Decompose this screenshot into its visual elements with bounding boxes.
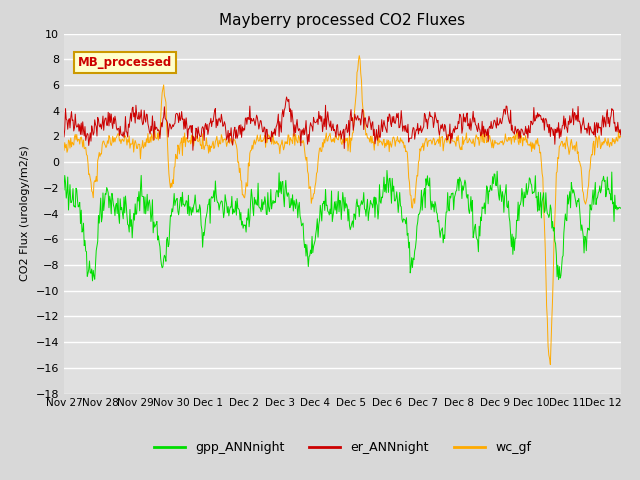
er_ANNnight (234, 132, 242, 138)
wc_gf (355, 53, 363, 59)
gpp_ANNnight (60, 187, 68, 192)
gpp_ANNnight (88, 278, 96, 284)
er_ANNnight (445, 132, 452, 138)
wc_gf (547, 361, 554, 367)
er_ANNnight (127, 119, 135, 124)
gpp_ANNnight (129, 235, 136, 241)
wc_gf (127, 141, 135, 147)
gpp_ANNnight (284, 190, 292, 195)
wc_gf (635, 143, 640, 149)
gpp_ANNnight (635, 179, 640, 185)
gpp_ANNnight (445, 205, 452, 211)
wc_gf (444, 132, 451, 137)
Title: Mayberry processed CO2 Fluxes: Mayberry processed CO2 Fluxes (220, 13, 465, 28)
er_ANNnight (60, 134, 68, 140)
er_ANNnight (262, 126, 270, 132)
er_ANNnight (635, 118, 640, 123)
gpp_ANNnight (234, 205, 242, 211)
Text: MB_processed: MB_processed (78, 56, 172, 69)
Line: gpp_ANNnight: gpp_ANNnight (64, 170, 639, 281)
wc_gf (60, 147, 68, 153)
gpp_ANNnight (383, 168, 391, 173)
wc_gf (284, 141, 291, 147)
er_ANNnight (285, 96, 292, 102)
gpp_ANNnight (262, 212, 270, 217)
Line: er_ANNnight: er_ANNnight (64, 97, 639, 150)
Legend: gpp_ANNnight, er_ANNnight, wc_gf: gpp_ANNnight, er_ANNnight, wc_gf (148, 436, 536, 459)
gpp_ANNnight (412, 237, 420, 243)
wc_gf (262, 144, 269, 150)
Line: wc_gf: wc_gf (64, 56, 639, 364)
er_ANNnight (412, 127, 420, 132)
er_ANNnight (283, 94, 291, 100)
Y-axis label: CO2 Flux (urology/m2/s): CO2 Flux (urology/m2/s) (20, 146, 30, 281)
wc_gf (233, 147, 241, 153)
wc_gf (412, 191, 419, 196)
er_ANNnight (189, 147, 196, 153)
